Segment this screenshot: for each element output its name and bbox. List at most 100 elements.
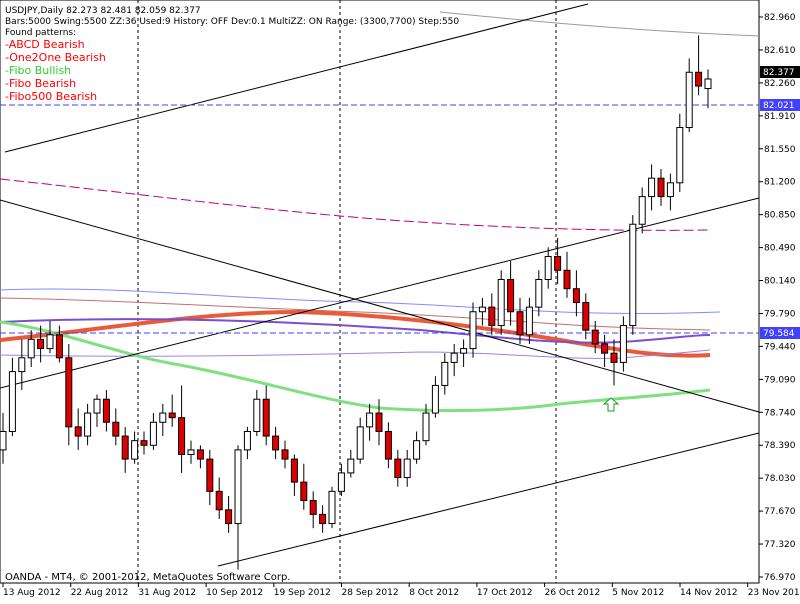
- channel-lower-line: [217, 432, 760, 567]
- candle: [309, 491, 317, 529]
- candle: [413, 431, 421, 464]
- candle: [676, 113, 684, 192]
- candle-body: [159, 412, 167, 423]
- candle: [572, 270, 580, 317]
- candle-body: [300, 481, 308, 502]
- chart-title: USDJPY,Daily 82.273 82.481 82.059 82.377: [5, 6, 201, 16]
- candle-body: [149, 421, 157, 446]
- x-tick-label: 26 Oct 2012: [545, 588, 601, 598]
- candle: [601, 334, 609, 367]
- candle: [516, 297, 524, 344]
- descending-trend-line: [0, 199, 760, 413]
- candle: [253, 390, 261, 437]
- y-tick-label: 79.440: [764, 342, 796, 352]
- candle: [431, 376, 439, 418]
- candle-body: [685, 71, 693, 129]
- candle: [347, 449, 355, 478]
- copyright-text: OANDA - MT4, © 2001-2012, MetaQuotes Sof…: [5, 572, 290, 583]
- candle: [657, 168, 665, 206]
- candle: [55, 325, 63, 363]
- y-tick-label: 82.960: [764, 13, 796, 23]
- pattern-item: -ABCD Bearish: [5, 38, 85, 51]
- y-tick-label: 77.670: [764, 507, 796, 517]
- candle: [394, 449, 402, 487]
- pattern-item: -Fibo Bullish: [5, 64, 71, 77]
- candle-body: [140, 440, 148, 446]
- candle-body: [356, 426, 364, 460]
- candle-body: [601, 343, 609, 354]
- x-tick-label: 28 Sep 2012: [342, 588, 399, 598]
- candle: [206, 449, 214, 506]
- y-tick-label: 78.740: [764, 408, 796, 418]
- candle-body: [234, 449, 242, 525]
- candle: [460, 339, 468, 367]
- candle: [610, 339, 618, 386]
- price-label-current-box: [760, 66, 800, 78]
- candle-body: [610, 352, 618, 363]
- price-label-level2-text: 79.584: [763, 329, 795, 339]
- candle-body: [347, 458, 355, 474]
- up-arrow-icon: [602, 397, 620, 412]
- candle-body: [55, 334, 63, 359]
- candle: [544, 247, 552, 289]
- candle: [582, 293, 590, 340]
- candle-body: [478, 306, 486, 313]
- price-label-level2: 79.584: [760, 327, 800, 339]
- candle-body: [366, 412, 374, 428]
- price-label-current: 82.377: [760, 66, 800, 78]
- candle-body: [178, 417, 186, 456]
- y-tick-label: 80.490: [764, 244, 796, 254]
- x-tick-label: 23 Nov 2012: [748, 588, 800, 598]
- y-tick-label: 82.610: [764, 46, 796, 56]
- candle-body: [554, 255, 562, 271]
- candle-body: [65, 357, 73, 428]
- candle: [356, 417, 364, 464]
- candle-body: [375, 412, 383, 432]
- y-tick-label: 82.260: [764, 79, 796, 89]
- candle: [488, 293, 496, 335]
- x-tick-label: 13 Aug 2012: [3, 588, 61, 598]
- chart-params: Bars:5000 Swing:5500 ZZ:36 Used:9 Histor…: [5, 17, 459, 27]
- chart-info-header: USDJPY,Daily 82.273 82.481 82.059 82.377…: [5, 6, 459, 103]
- y-tick-label: 79.790: [764, 309, 796, 319]
- candle-body: [394, 458, 402, 479]
- candle-body: [206, 458, 214, 492]
- candle-body: [704, 78, 712, 90]
- candle: [84, 403, 92, 446]
- faint-grey-line: [439, 11, 760, 37]
- candle-body: [497, 279, 505, 327]
- candle: [93, 394, 101, 427]
- candle-body: [582, 302, 590, 331]
- candle: [619, 316, 627, 372]
- candle-body: [121, 435, 129, 460]
- candle-body: [535, 279, 543, 308]
- x-tick-label: 14 Nov 2012: [680, 588, 738, 598]
- candle: [8, 357, 16, 437]
- candle: [469, 302, 477, 358]
- candle: [121, 426, 129, 473]
- y-tick-label: 80.140: [764, 277, 796, 287]
- candle-body: [563, 269, 571, 290]
- candle: [563, 251, 571, 298]
- candle-body: [46, 334, 54, 350]
- candle-body: [337, 472, 345, 492]
- x-tick-label: 31 Aug 2012: [138, 588, 196, 598]
- candle-body: [225, 509, 233, 525]
- candle-body: [27, 338, 35, 359]
- y-tick-label: 80.850: [764, 211, 796, 221]
- y-tick-label: 78.390: [764, 441, 796, 451]
- candle: [441, 353, 449, 395]
- candle: [375, 399, 383, 446]
- candle: [215, 477, 223, 519]
- candle: [319, 505, 327, 533]
- candle: [102, 390, 110, 432]
- candle-body: [319, 513, 327, 525]
- candle: [328, 486, 336, 529]
- candle-body: [544, 255, 552, 281]
- candle: [131, 431, 139, 464]
- candle-body: [657, 177, 665, 198]
- candle: [629, 215, 637, 335]
